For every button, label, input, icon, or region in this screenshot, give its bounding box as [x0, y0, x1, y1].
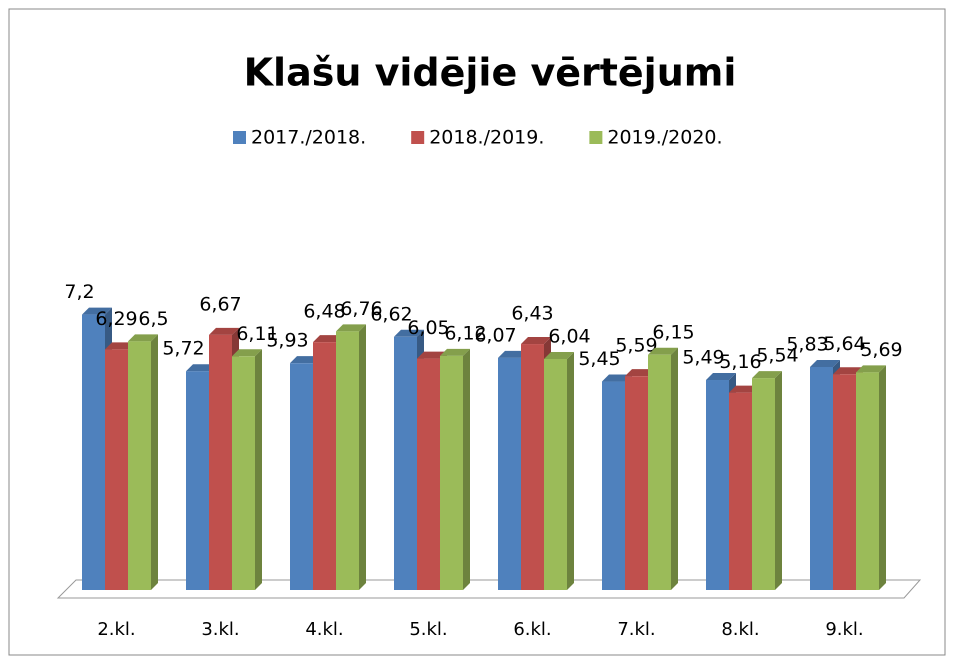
bar-top [313, 335, 343, 343]
bar [232, 356, 255, 590]
floor [56, 579, 922, 599]
bar [440, 355, 463, 590]
bar-side [879, 365, 886, 590]
legend-label: 2019./2020. [607, 127, 722, 149]
bar-top [706, 373, 736, 381]
bar-top [82, 307, 112, 315]
bar [417, 358, 440, 590]
bar-top [336, 324, 366, 332]
bar [82, 314, 105, 590]
bar-side [775, 371, 782, 590]
bar [602, 381, 625, 590]
bar [128, 341, 151, 590]
bar-top [856, 365, 886, 373]
bar [752, 378, 775, 590]
bar-top [752, 371, 782, 379]
bar-top [394, 329, 424, 337]
bar-top [417, 351, 447, 359]
bar [648, 354, 671, 590]
bar [833, 374, 856, 590]
bar-top [648, 347, 678, 355]
x-tick-label: 7.kl. [617, 619, 655, 640]
bar [186, 371, 209, 590]
data-label: 6,15 [652, 321, 694, 343]
x-tick-label: 2.kl. [97, 619, 135, 640]
chart-frame [8, 8, 946, 656]
data-label: 5,45 [578, 348, 620, 370]
data-label: 6,43 [511, 303, 553, 325]
data-label: 6,11 [236, 323, 278, 345]
data-label: 6,5 [138, 308, 168, 330]
data-label: 5,83 [786, 334, 828, 356]
bar [313, 342, 336, 590]
bar-side [255, 349, 262, 590]
bar-side [671, 347, 678, 590]
bar-top [729, 385, 759, 393]
bar [856, 372, 879, 590]
bar-top [105, 342, 135, 350]
legend-swatch [233, 131, 246, 144]
bar [810, 367, 833, 590]
x-tick-label: 9.kl. [825, 619, 863, 640]
data-label: 6,29 [95, 308, 137, 330]
bar-top [521, 337, 551, 345]
x-tick-label: 8.kl. [721, 619, 759, 640]
bar-side [359, 324, 366, 590]
bar [729, 392, 752, 590]
bar [336, 331, 359, 590]
data-label: 6,07 [474, 324, 516, 346]
bar [105, 349, 128, 590]
bar-top [625, 369, 655, 377]
x-tick-label: 4.kl. [305, 619, 343, 640]
data-label: 5,54 [756, 345, 798, 367]
bar-top [602, 374, 632, 382]
bar [706, 380, 729, 590]
bar-top [833, 367, 863, 375]
bar-top [440, 348, 470, 356]
data-label: 6,67 [199, 293, 241, 315]
data-label: 6,62 [370, 303, 412, 325]
bar [290, 363, 313, 590]
bar-side [463, 348, 470, 590]
bar [498, 357, 521, 590]
bar-top [498, 350, 528, 358]
bar-top [209, 327, 239, 335]
data-label: 7,2 [64, 281, 94, 303]
legend-label: 2018./2019. [429, 127, 544, 149]
bar-top [128, 334, 158, 342]
data-label: 5,49 [682, 347, 724, 369]
bar-top [810, 360, 840, 368]
bar-top [232, 349, 262, 357]
data-label: 5,69 [860, 339, 902, 361]
bar [394, 336, 417, 590]
data-label: 6,12 [444, 322, 486, 344]
bar-side [151, 334, 158, 590]
legend-swatch [589, 131, 603, 144]
x-tick-label: 5.kl. [409, 619, 447, 640]
x-tick-label: 3.kl. [201, 619, 239, 640]
chart-title: Klašu vidējie vērtējumi [244, 51, 737, 95]
legend-label: 2017./2018. [251, 127, 366, 149]
bar-top [290, 356, 320, 364]
data-label: 5,72 [162, 338, 204, 360]
bar-top [544, 351, 574, 359]
data-label: 5,93 [266, 330, 308, 352]
bar [521, 344, 544, 590]
bar-side [567, 351, 574, 590]
data-label: 6,76 [340, 298, 382, 320]
data-label: 6,04 [548, 325, 590, 347]
data-label: 6,48 [303, 301, 345, 323]
bar [625, 376, 648, 590]
bar-top [186, 364, 216, 372]
bar [209, 334, 232, 590]
bar [544, 358, 567, 590]
data-label: 6,05 [407, 317, 449, 339]
data-label: 5,59 [615, 335, 657, 357]
x-tick-label: 6.kl. [513, 619, 551, 640]
data-label: 5,16 [719, 351, 761, 373]
data-label: 5,64 [823, 333, 865, 355]
legend-swatch [411, 131, 425, 144]
